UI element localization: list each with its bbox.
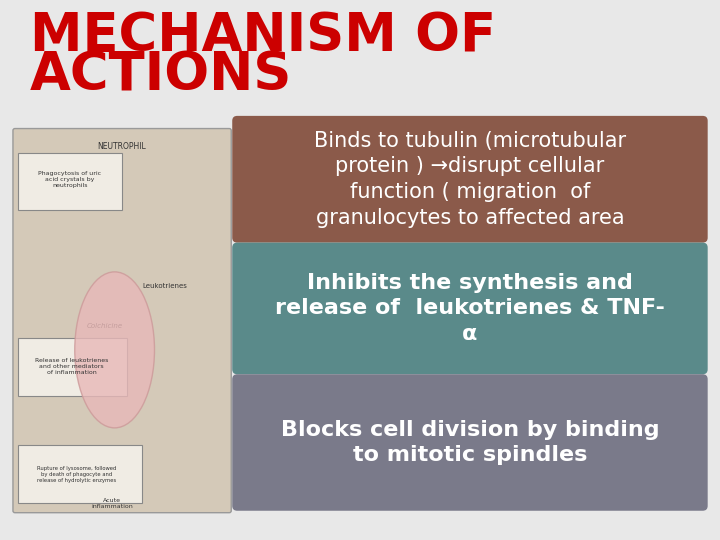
FancyBboxPatch shape [0,9,720,540]
FancyBboxPatch shape [13,129,231,512]
Ellipse shape [75,272,155,428]
Text: Release of leukotrienes
and other mediators
of inflammation: Release of leukotrienes and other mediat… [35,358,109,375]
Text: Leukotrienes: Leukotrienes [142,284,187,289]
FancyBboxPatch shape [18,153,122,211]
FancyBboxPatch shape [233,374,708,511]
FancyBboxPatch shape [18,446,142,503]
FancyBboxPatch shape [233,116,708,242]
Text: Acute
inflammation: Acute inflammation [91,498,133,509]
Text: NEUTROPHIL: NEUTROPHIL [98,142,146,151]
Text: ACTIONS: ACTIONS [30,49,292,101]
Text: Colchicine: Colchicine [86,322,122,328]
Text: Phagocytosis of uric
acid crystals by
neutrophils: Phagocytosis of uric acid crystals by ne… [38,171,102,187]
Text: MECHANISM OF: MECHANISM OF [30,10,496,62]
FancyBboxPatch shape [233,242,708,374]
Text: Binds to tubulin (microtubular
protein ) →disrupt cellular
function ( migration : Binds to tubulin (microtubular protein )… [314,131,626,228]
Text: Blocks cell division by binding
to mitotic spindles: Blocks cell division by binding to mitot… [281,420,660,465]
Text: Inhibits the synthesis and
release of  leukotrienes & TNF-
α: Inhibits the synthesis and release of le… [275,273,665,344]
FancyBboxPatch shape [18,338,127,396]
Text: Rupture of lysosome, followed
by death of phagocyte and
release of hydrolytic en: Rupture of lysosome, followed by death o… [37,467,117,483]
